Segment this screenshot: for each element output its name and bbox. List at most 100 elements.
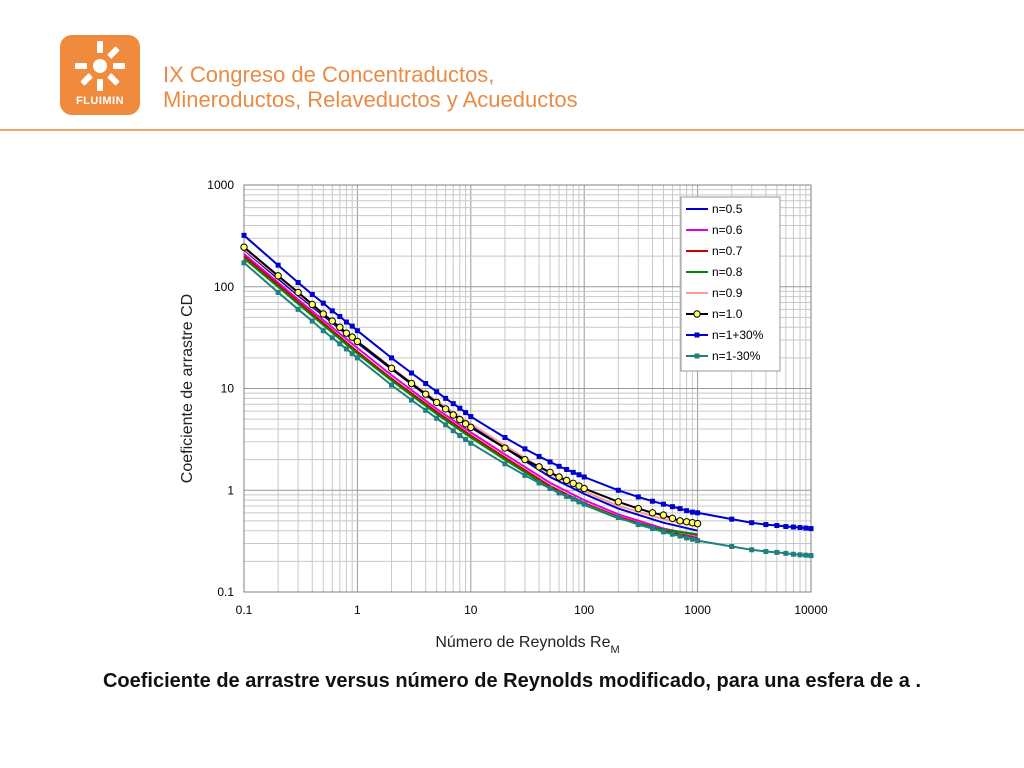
- data-point: [319, 310, 327, 318]
- data-point: [615, 514, 621, 520]
- data-point: [241, 232, 247, 238]
- data-point: [660, 529, 666, 535]
- data-point: [729, 544, 735, 550]
- data-point: [342, 329, 351, 337]
- data-point: [240, 243, 248, 251]
- data-point: [615, 487, 621, 493]
- legend-label: n=1-30%: [712, 349, 761, 363]
- fluimin-logo: FLUIMIN: [60, 35, 140, 115]
- data-point: [336, 323, 344, 331]
- data-point: [343, 319, 349, 325]
- data-point: [328, 317, 336, 325]
- series-line: [243, 262, 812, 557]
- data-point: [570, 496, 576, 502]
- data-point: [660, 501, 666, 507]
- data-point: [353, 337, 362, 346]
- data-point: [684, 535, 690, 541]
- data-point: [649, 498, 655, 504]
- data-point: [797, 525, 803, 531]
- data-point: [241, 260, 247, 266]
- y-tick-label: 1000: [207, 178, 234, 192]
- header-title: IX Congreso de Concentraductos, Minerodu…: [163, 62, 578, 112]
- legend-label: n=0.6: [712, 223, 743, 237]
- data-point: [295, 280, 301, 286]
- data-point: [803, 552, 809, 558]
- data-point: [468, 440, 474, 446]
- legend-label: n=0.8: [712, 265, 743, 279]
- series-n=1+30%: [241, 232, 814, 532]
- data-point: [349, 323, 355, 329]
- data-point: [634, 504, 643, 513]
- data-point: [463, 410, 469, 416]
- x-tick-label: 10: [464, 603, 478, 617]
- series-line: [243, 253, 698, 537]
- data-point: [320, 328, 326, 334]
- data-point: [774, 549, 780, 555]
- data-point: [803, 525, 809, 531]
- series-n=0.6: [243, 253, 698, 537]
- data-point: [689, 509, 695, 515]
- data-point: [343, 346, 349, 352]
- legend-item: n=1-30%: [686, 349, 761, 363]
- x-axis-label-subscript: M: [611, 644, 620, 656]
- legend: n=0.5 n=0.6 n=0.7 n=0.8 n=0.9 n=1.0 n=1+30% n=1…: [680, 196, 781, 372]
- data-point: [808, 526, 814, 532]
- logo-text: FLUIMIN: [75, 95, 125, 107]
- data-point: [635, 522, 641, 528]
- data-point: [522, 446, 528, 452]
- data-point: [581, 501, 587, 507]
- x-axis-label: Número de Reynolds ReM: [435, 634, 619, 656]
- header-title-line-2: Mineroductos, Relaveductos y Acueductos: [163, 87, 578, 112]
- data-point: [556, 463, 562, 469]
- data-point: [502, 461, 508, 467]
- data-point: [774, 523, 780, 529]
- data-point: [407, 379, 416, 388]
- data-point: [449, 411, 457, 419]
- data-point: [555, 473, 563, 481]
- data-point: [501, 444, 509, 452]
- data-point: [676, 517, 684, 525]
- data-point: [423, 407, 429, 413]
- data-point: [461, 420, 470, 428]
- data-point: [669, 531, 675, 537]
- data-point: [677, 533, 683, 539]
- data-point: [556, 490, 562, 496]
- data-point: [456, 415, 464, 424]
- data-point: [790, 524, 796, 530]
- data-point: [421, 390, 430, 398]
- data-point: [695, 510, 701, 516]
- data-point: [564, 493, 570, 499]
- data-point: [387, 364, 396, 372]
- legend-label: n=0.5: [712, 202, 743, 216]
- data-point: [434, 415, 440, 421]
- legend-box: [680, 196, 781, 372]
- x-tick-label: 10000: [794, 603, 828, 617]
- data-point: [441, 405, 450, 413]
- data-point: [522, 472, 528, 478]
- x-tick-label: 100: [574, 603, 594, 617]
- data-point: [309, 318, 315, 324]
- legend-marker: [693, 310, 701, 318]
- data-point: [337, 314, 343, 320]
- data-point: [635, 494, 641, 500]
- data-point: [729, 516, 735, 522]
- data-point: [354, 328, 360, 334]
- legend-item: n=0.8: [686, 265, 743, 279]
- data-point: [450, 401, 456, 407]
- data-point: [783, 524, 789, 530]
- data-point: [648, 509, 657, 517]
- data-point: [677, 506, 683, 512]
- legend-label: n=0.7: [712, 244, 743, 258]
- data-point: [309, 291, 315, 297]
- plot-frame: [243, 184, 812, 593]
- legend-item: n=0.5: [686, 202, 743, 216]
- legend-label: n=1.0: [712, 307, 743, 321]
- x-tick-label: 1: [354, 603, 361, 617]
- data-point: [614, 498, 623, 506]
- data-point: [547, 486, 553, 492]
- header-title-line-1: IX Congreso de Concentraductos,: [163, 62, 495, 87]
- data-point: [450, 428, 456, 434]
- data-point: [457, 433, 463, 439]
- series-line: [243, 234, 812, 530]
- legend-item: n=0.6: [686, 223, 743, 237]
